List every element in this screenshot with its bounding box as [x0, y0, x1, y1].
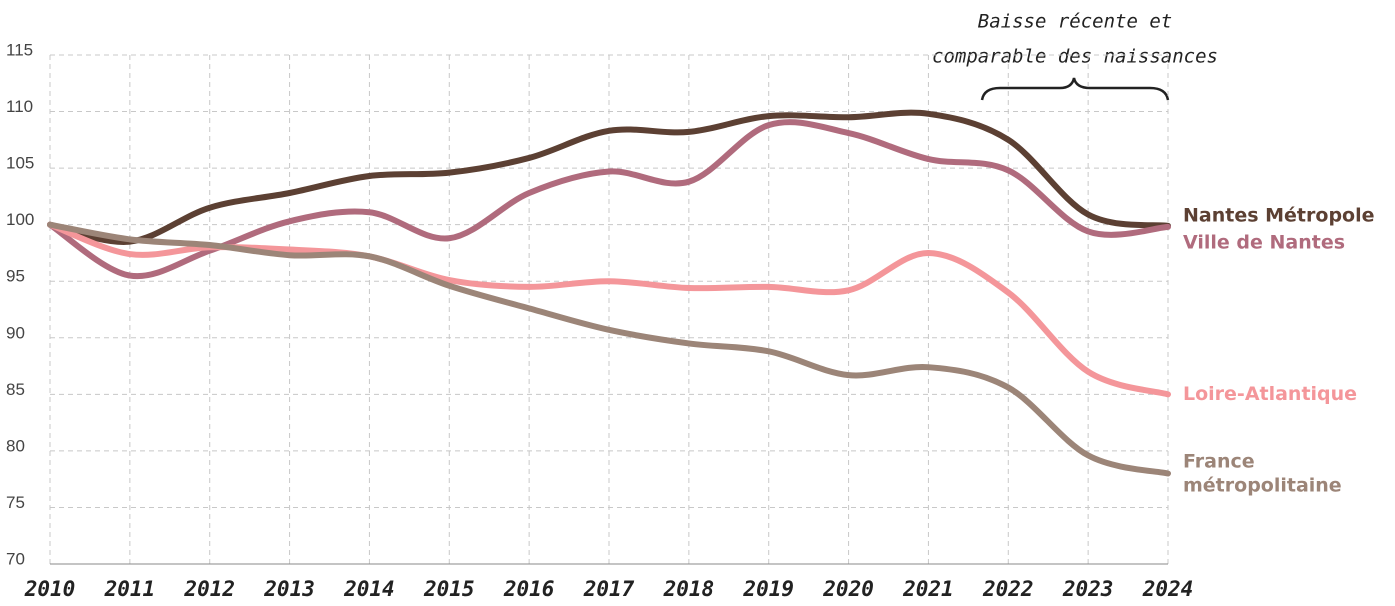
- series-label: Loire-Atlantique: [1183, 383, 1357, 405]
- y-tick-label: 85: [6, 380, 25, 399]
- x-tick-label: 2023: [1062, 577, 1114, 601]
- series-line: [47, 109, 1171, 245]
- series-label: Nantes Métropole: [1183, 204, 1375, 226]
- label-line: France: [1183, 450, 1255, 472]
- x-tick-label: 2012: [183, 577, 235, 601]
- series-label: Ville de Nantes: [1183, 231, 1345, 253]
- series-line: [47, 221, 1171, 477]
- y-tick-label: 80: [6, 436, 25, 455]
- x-tick-label: 2024: [1142, 577, 1194, 601]
- label-line: métropolitaine: [1183, 474, 1342, 496]
- y-tick-label: 115: [6, 40, 33, 59]
- x-tick-label: 2014: [343, 577, 395, 601]
- brace: [980, 77, 1170, 101]
- y-tick-label: 95: [6, 267, 25, 286]
- series-line: [47, 119, 1171, 280]
- annotation: Baisse récente et: [978, 11, 1172, 33]
- x-tick-label: 2022: [982, 577, 1034, 601]
- x-tick-label: 2016: [503, 577, 555, 601]
- series-label: France métropolitaine: [1183, 450, 1342, 496]
- x-tick-label: 2019: [742, 577, 794, 601]
- y-tick-label: 90: [6, 323, 25, 342]
- y-tick-label: 105: [6, 154, 34, 173]
- y-tick-label: 100: [6, 210, 34, 229]
- x-tick-label: 2010: [24, 577, 76, 601]
- x-tick-label: 2017: [583, 577, 635, 601]
- x-tick-label: 2011: [104, 577, 156, 601]
- y-tick-label: 75: [6, 493, 25, 512]
- x-tick-label: 2020: [822, 577, 874, 601]
- y-tick-label: 70: [6, 549, 25, 568]
- annotation: comparable des naissances: [932, 46, 1218, 68]
- x-tick-label: 2018: [663, 577, 715, 601]
- y-tick-label: 110: [6, 97, 33, 116]
- x-tick-label: 2015: [423, 577, 475, 601]
- x-tick-label: 2013: [263, 577, 315, 601]
- x-tick-label: 2021: [902, 577, 954, 601]
